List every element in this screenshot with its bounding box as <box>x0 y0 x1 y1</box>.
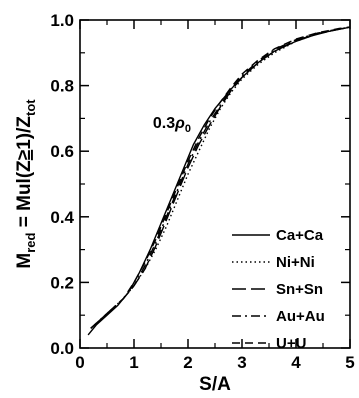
y-tick-label: 0.2 <box>50 273 74 292</box>
y-tick-label: 1.0 <box>50 11 74 30</box>
x-tick-label: 4 <box>291 353 301 372</box>
density-annotation-value: 0.3 <box>153 115 175 132</box>
axis-ticks <box>79 19 351 349</box>
y-axis-label-geq: ≥ <box>14 150 35 160</box>
y-axis-label-sub-tot: tot <box>23 99 38 116</box>
density-annotation-rho: ρ <box>174 115 185 132</box>
y-axis-label-ztot: 1)/Z <box>14 116 35 150</box>
y-axis-label: Mred = Mul(Z≥1)/Ztot <box>14 99 38 269</box>
x-tick-label: 3 <box>237 353 246 372</box>
density-annotation: 0.3ρ0 <box>153 115 191 135</box>
y-axis-label-sub-red: red <box>23 232 38 252</box>
y-tick-label: 0.8 <box>50 77 74 96</box>
x-axis-label: S/A <box>199 374 231 395</box>
legend-label: Ca+Ca <box>276 227 324 244</box>
x-tick-label: 5 <box>345 353 354 372</box>
legend-label: Au+Au <box>276 308 325 325</box>
x-tick-label: 1 <box>129 353 138 372</box>
tick-labels: 0 1 2 3 4 5 0.0 0.2 0.4 0.6 0.8 1.0 <box>50 11 354 372</box>
density-annotation-sub: 0 <box>185 123 191 135</box>
y-axis-label-eq: = Mul(Z <box>14 160 35 233</box>
x-tick-label: 2 <box>183 353 192 372</box>
y-tick-label: 0.6 <box>50 142 74 161</box>
y-axis-label-m: M <box>14 253 35 269</box>
legend-label: Ni+Ni <box>276 254 315 271</box>
series-layer <box>87 26 350 336</box>
series-line-u-u <box>90 26 350 329</box>
legend-label: Sn+Sn <box>276 281 323 298</box>
plot-frame <box>79 19 351 349</box>
x-tick-label: 0 <box>75 353 84 372</box>
legend-label: U+U <box>276 335 306 352</box>
y-tick-label: 0.0 <box>50 339 74 358</box>
y-tick-label: 0.4 <box>50 208 74 227</box>
legend: Ca+Ca Ni+Ni Sn+Sn Au+Au U+U <box>232 227 325 352</box>
series-line-sn-sn <box>90 26 350 329</box>
